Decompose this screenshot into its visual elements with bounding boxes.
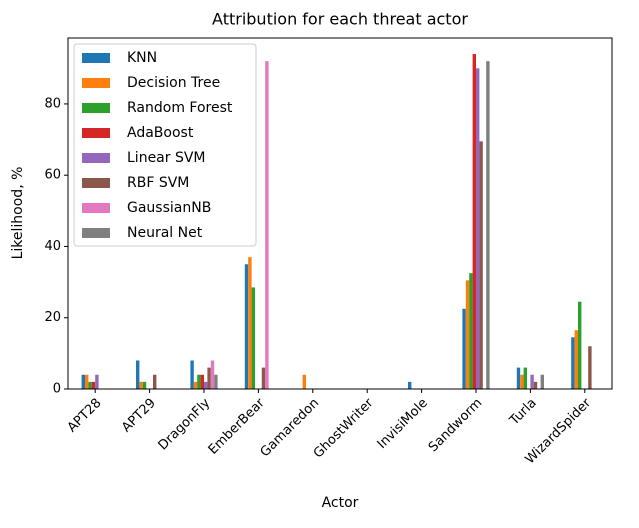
legend-swatch — [82, 53, 110, 63]
bar — [261, 367, 266, 389]
legend-swatch — [82, 203, 110, 213]
bar — [88, 381, 92, 389]
bar — [204, 381, 208, 389]
y-axis-label: Likelihood, % — [10, 167, 26, 260]
y-tick-label: 0 — [53, 382, 61, 397]
x-tick-label: APT28 — [65, 396, 105, 436]
bar — [200, 374, 204, 389]
bar — [190, 360, 194, 389]
x-tick-label: APT29 — [119, 396, 159, 436]
bar — [207, 367, 211, 389]
legend-label: Decision Tree — [127, 75, 220, 91]
bar — [571, 337, 575, 389]
bar — [244, 264, 249, 389]
y-tick-label: 40 — [44, 239, 61, 254]
bar — [91, 381, 96, 389]
bar — [462, 308, 466, 389]
legend-swatch — [82, 153, 110, 163]
y-tick-label: 20 — [44, 310, 61, 325]
y-tick-label: 80 — [44, 96, 61, 111]
bar — [302, 374, 306, 389]
y-tick-label: 60 — [44, 168, 61, 183]
bar — [516, 367, 521, 389]
bar — [197, 374, 201, 389]
x-tick-label: Sandworm — [426, 396, 485, 455]
x-tick-label: DragonFly — [156, 395, 214, 453]
bar — [540, 374, 544, 389]
legend-box — [73, 43, 257, 247]
bar — [248, 257, 252, 389]
bar — [136, 360, 140, 389]
bar — [588, 346, 592, 389]
legend-label: Linear SVM — [127, 150, 206, 166]
bar — [251, 287, 255, 389]
bar — [95, 374, 99, 389]
legend-swatch — [82, 103, 110, 113]
x-tick-label: InvisiMole — [375, 396, 431, 452]
bar — [520, 374, 524, 389]
bar — [472, 54, 476, 390]
bar — [153, 374, 157, 389]
bar — [214, 374, 218, 389]
bar — [479, 141, 483, 389]
legend-swatch — [82, 178, 110, 188]
bar — [408, 381, 412, 389]
legend-swatch — [82, 78, 110, 88]
bar — [193, 381, 198, 389]
bar — [469, 273, 473, 389]
bar — [476, 68, 480, 389]
x-tick-label: Turla — [506, 396, 539, 429]
bar — [210, 360, 215, 389]
legend-label: AdaBoost — [127, 125, 194, 141]
legend-label: GaussianNB — [127, 200, 211, 216]
bar — [81, 374, 85, 389]
legend-swatch — [82, 228, 110, 238]
bar — [533, 381, 538, 389]
bar — [523, 367, 527, 389]
legend-label: Neural Net — [127, 225, 203, 241]
legend-label: Random Forest — [127, 100, 233, 116]
bar — [85, 374, 89, 389]
bar — [578, 301, 582, 389]
legend-swatch — [82, 128, 110, 138]
bar — [142, 381, 147, 389]
bar — [486, 61, 490, 389]
bar — [265, 61, 269, 389]
legend-label: KNN — [127, 50, 157, 66]
bar — [530, 374, 534, 389]
bar — [574, 330, 578, 389]
bar — [139, 381, 143, 389]
plot-frame — [67, 37, 613, 390]
bar — [465, 280, 470, 389]
legend-label: RBF SVM — [127, 175, 189, 191]
chart-title: Attribution for each threat actor — [212, 10, 468, 29]
x-axis-label: Actor — [322, 495, 359, 511]
